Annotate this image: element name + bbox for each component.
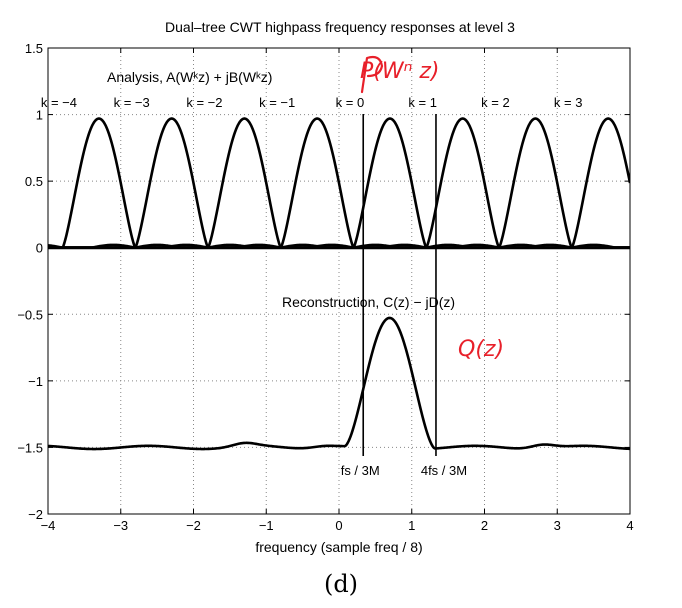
chart-title: Dual–tree CWT highpass frequency respons…: [165, 19, 515, 35]
reconstruction-curve: [48, 316, 630, 451]
x-axis-label: frequency (sample freq / 8): [255, 539, 422, 555]
x-tick-label: 4: [626, 518, 633, 533]
x-tick-label: −2: [186, 518, 201, 533]
series-group: [48, 117, 630, 451]
k-label: k = −3: [114, 95, 150, 110]
k-label: k = −1: [259, 95, 295, 110]
series-layer: [48, 117, 630, 451]
x-tick-label: 2: [481, 518, 488, 533]
handwritten-annotation-right-text: Q(z): [458, 337, 504, 362]
handwritten-annotation-right: Q(z): [458, 337, 504, 362]
y-tick-label: −1: [28, 374, 43, 389]
handwritten-annotation-top-text: P(Wⁿ z): [360, 59, 440, 84]
marker-label: fs / 3M: [341, 463, 380, 478]
marker-label: 4fs / 3M: [421, 463, 467, 478]
y-tick-label: −2: [28, 507, 43, 522]
handwritten-annotation-top-stroke: [360, 55, 384, 94]
reconstruction-label: Reconstruction, C(z) − jD(z): [282, 294, 455, 310]
k-label: k = 1: [408, 95, 437, 110]
k-label-layer: k = −4 k = −3 k = −2 k = −1 k = 0 k = 1 k = 2 k…: [41, 95, 583, 110]
x-tick-label: −3: [113, 518, 128, 533]
analysis-label: Analysis, A(Wᵏz) + jB(Wᵏz): [107, 69, 272, 85]
y-tick-label: −0.5: [17, 307, 43, 322]
k-label: k = 2: [481, 95, 510, 110]
tick-layer: −4 −3 −2 −1 0 1 2 3 4 −2 −1.5 −1 −0.5 0 0.5 1 1.5: [17, 41, 633, 533]
y-tick-label: 0: [36, 241, 43, 256]
y-tick-label: 1: [36, 108, 43, 123]
x-tick-label: 1: [408, 518, 415, 533]
k-label: k = 0: [336, 95, 365, 110]
k-label: k = 3: [554, 95, 583, 110]
handwritten-annotation-top: P(Wⁿ z): [360, 55, 440, 94]
x-tick-label: −1: [259, 518, 274, 533]
marker-layer: fs / 3M 4fs / 3M: [341, 114, 467, 478]
figure-caption: (d): [324, 570, 358, 598]
y-tick-label: −1.5: [17, 440, 43, 455]
k-label: k = −4: [41, 95, 77, 110]
x-tick-label: 0: [335, 518, 342, 533]
x-tick-label: 3: [554, 518, 561, 533]
y-tick-label: 0.5: [25, 174, 43, 189]
y-tick-label: 1.5: [25, 41, 43, 56]
k-label: k = −2: [186, 95, 222, 110]
x-tick-label: −4: [41, 518, 56, 533]
